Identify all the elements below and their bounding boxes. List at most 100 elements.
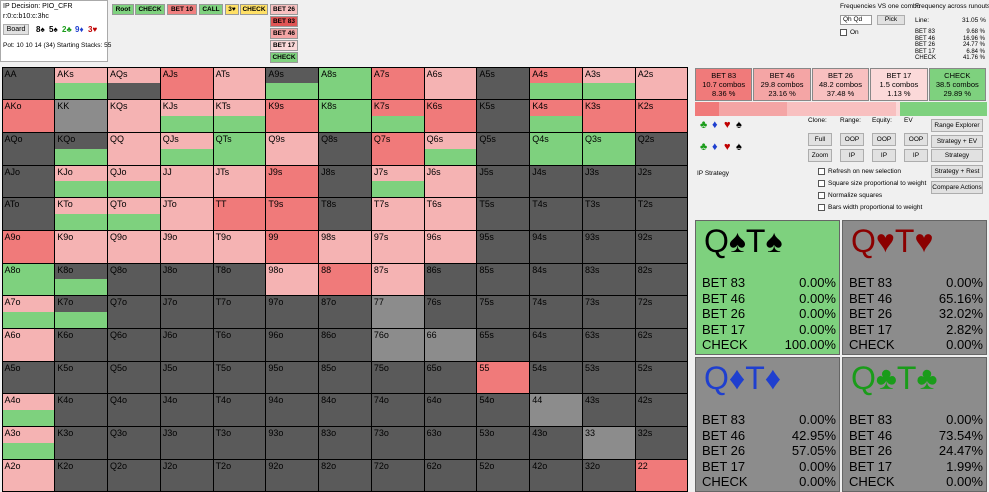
hand-cell[interactable]: T4s bbox=[530, 198, 582, 230]
hand-cell[interactable]: AQs bbox=[108, 67, 160, 100]
tree-child[interactable]: BET 26 bbox=[270, 4, 298, 15]
hand-cell[interactable]: A3s bbox=[582, 67, 635, 100]
suit-toggle[interactable]: ♣ bbox=[700, 141, 708, 153]
hand-cell[interactable]: 44 bbox=[530, 394, 582, 427]
hand-cell[interactable]: T9s bbox=[266, 198, 319, 230]
hand-cell[interactable]: 93s bbox=[582, 230, 635, 263]
hand-cell[interactable]: 83s bbox=[582, 263, 635, 296]
hand-cell[interactable]: 75o bbox=[371, 361, 424, 394]
side-button[interactable]: Strategy + Rest bbox=[931, 165, 983, 178]
hand-cell[interactable]: J4s bbox=[530, 165, 582, 198]
hand-cell[interactable]: 52o bbox=[477, 459, 530, 492]
hand-cell[interactable]: 95o bbox=[266, 361, 319, 394]
hand-cell[interactable]: K7s bbox=[371, 100, 424, 132]
hand-cell[interactable]: Q5s bbox=[477, 132, 530, 165]
checkbox[interactable] bbox=[818, 180, 825, 187]
hand-cell[interactable]: 77 bbox=[371, 296, 424, 329]
suit-toggle[interactable]: ♣ bbox=[700, 119, 708, 131]
tree-node[interactable]: CHECK bbox=[135, 4, 165, 15]
hand-cell[interactable]: 22 bbox=[635, 459, 688, 492]
hand-cell[interactable]: ATo bbox=[2, 198, 55, 230]
hand-cell[interactable]: K7o bbox=[55, 296, 108, 329]
hand-cell[interactable]: 63s bbox=[582, 329, 635, 361]
hand-cell[interactable]: Q8s bbox=[319, 132, 371, 165]
hand-cell[interactable]: J7o bbox=[160, 296, 213, 329]
hand-cell[interactable]: KJs bbox=[160, 100, 213, 132]
action-box[interactable]: BET 83 10.7 combos 8.36 % bbox=[695, 68, 753, 101]
hand-cell[interactable]: K4o bbox=[55, 394, 108, 427]
hand-cell[interactable]: K3o bbox=[55, 427, 108, 459]
tree-child[interactable]: BET 17 bbox=[270, 40, 298, 51]
tree-child[interactable]: CHECK bbox=[270, 52, 298, 63]
hand-cell[interactable]: Q8o bbox=[108, 263, 160, 296]
hand-cell[interactable]: A6s bbox=[424, 67, 477, 100]
hand-cell[interactable]: A4o bbox=[2, 394, 55, 427]
hand-cell[interactable]: A4s bbox=[530, 67, 582, 100]
hand-cell[interactable]: A7o bbox=[2, 296, 55, 329]
hand-cell[interactable]: K2s bbox=[635, 100, 688, 132]
tree-child[interactable]: BET 46 bbox=[270, 28, 298, 39]
hand-cell[interactable]: 62s bbox=[635, 329, 688, 361]
hand-cell[interactable]: T8o bbox=[213, 263, 266, 296]
action-box[interactable]: BET 46 29.8 combos 23.16 % bbox=[753, 68, 811, 101]
hand-cell[interactable]: K6o bbox=[55, 329, 108, 361]
hand-cell[interactable]: 97s bbox=[371, 230, 424, 263]
hand-cell[interactable]: Q6s bbox=[424, 132, 477, 165]
hand-cell[interactable]: K9o bbox=[55, 230, 108, 263]
hand-cell[interactable]: A8o bbox=[2, 263, 55, 296]
hand-cell[interactable]: 98s bbox=[319, 230, 371, 263]
hand-cell[interactable]: QQ bbox=[108, 132, 160, 165]
hand-cell[interactable]: AKs bbox=[55, 67, 108, 100]
hand-cell[interactable]: T7o bbox=[213, 296, 266, 329]
hand-cell[interactable]: J9o bbox=[160, 230, 213, 263]
checkbox[interactable] bbox=[840, 29, 847, 36]
hand-cell[interactable]: T3s bbox=[582, 198, 635, 230]
hand-cell[interactable]: 74s bbox=[530, 296, 582, 329]
hand-cell[interactable]: A9s bbox=[266, 67, 319, 100]
hand-cell[interactable]: T2o bbox=[213, 459, 266, 492]
hand-cell[interactable]: 54o bbox=[477, 394, 530, 427]
control-button[interactable]: Full bbox=[808, 133, 832, 146]
hand-cell[interactable]: 42s bbox=[635, 394, 688, 427]
suit-toggle[interactable]: ♥ bbox=[724, 119, 731, 131]
hand-cell[interactable]: Q6o bbox=[108, 329, 160, 361]
hand-cell[interactable]: QTo bbox=[108, 198, 160, 230]
tree-node[interactable]: CHECK bbox=[240, 4, 268, 15]
hand-cell[interactable]: QJo bbox=[108, 165, 160, 198]
hand-cell[interactable]: J8o bbox=[160, 263, 213, 296]
board-button[interactable]: Board bbox=[3, 24, 29, 35]
hand-cell[interactable]: TT bbox=[213, 198, 266, 230]
side-button[interactable]: Range Explorer bbox=[931, 119, 983, 132]
hand-cell[interactable]: T9o bbox=[213, 230, 266, 263]
hand-cell[interactable]: A5s bbox=[477, 67, 530, 100]
hand-cell[interactable]: AA bbox=[2, 67, 55, 100]
hand-cell[interactable]: K5o bbox=[55, 361, 108, 394]
hand-cell[interactable]: 65s bbox=[477, 329, 530, 361]
hand-cell[interactable]: K2o bbox=[55, 459, 108, 492]
hand-cell[interactable]: 52s bbox=[635, 361, 688, 394]
hand-cell[interactable]: JTs bbox=[213, 165, 266, 198]
combo-input[interactable]: Qh Qd bbox=[840, 15, 872, 25]
hand-cell[interactable]: 64s bbox=[530, 329, 582, 361]
hand-cell[interactable]: J2s bbox=[635, 165, 688, 198]
hand-cell[interactable]: Q2o bbox=[108, 459, 160, 492]
hand-cell[interactable]: KTo bbox=[55, 198, 108, 230]
hand-cell[interactable]: Q9o bbox=[108, 230, 160, 263]
hand-cell[interactable]: 83o bbox=[319, 427, 371, 459]
hand-cell[interactable]: 43s bbox=[582, 394, 635, 427]
hand-cell[interactable]: 42o bbox=[530, 459, 582, 492]
hand-cell[interactable]: T8s bbox=[319, 198, 371, 230]
hand-cell[interactable]: 53o bbox=[477, 427, 530, 459]
hand-cell[interactable]: Q3s bbox=[582, 132, 635, 165]
hand-cell[interactable]: AQo bbox=[2, 132, 55, 165]
hand-cell[interactable]: T2s bbox=[635, 198, 688, 230]
hand-cell[interactable]: AJs bbox=[160, 67, 213, 100]
side-button[interactable]: Strategy + EV bbox=[931, 135, 983, 148]
hand-cell[interactable]: 84s bbox=[530, 263, 582, 296]
hand-cell[interactable]: A2s bbox=[635, 67, 688, 100]
hand-cell[interactable]: J9s bbox=[266, 165, 319, 198]
hand-cell[interactable]: Q2s bbox=[635, 132, 688, 165]
hand-cell[interactable]: K8o bbox=[55, 263, 108, 296]
hand-cell[interactable]: 94o bbox=[266, 394, 319, 427]
side-button[interactable]: Compare Actions bbox=[931, 181, 983, 194]
